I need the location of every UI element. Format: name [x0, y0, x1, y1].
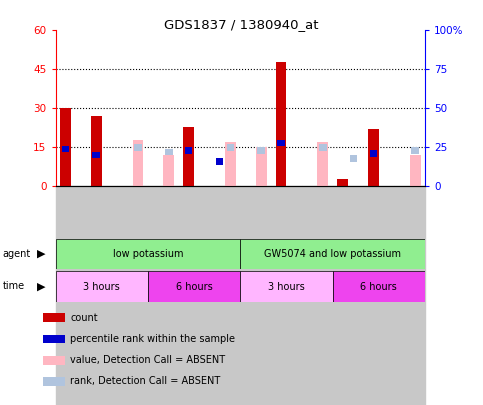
Bar — [364, 186, 394, 405]
Bar — [412, 147, 419, 154]
Bar — [165, 149, 172, 156]
Text: agent: agent — [2, 249, 30, 259]
Bar — [92, 152, 100, 158]
Text: rank, Detection Call = ABSENT: rank, Detection Call = ABSENT — [70, 376, 220, 386]
Text: GW5074 and low potassium: GW5074 and low potassium — [264, 249, 401, 259]
Bar — [185, 147, 192, 154]
Bar — [337, 179, 348, 186]
Bar — [333, 186, 364, 405]
Text: percentile rank within the sample: percentile rank within the sample — [70, 334, 235, 344]
Bar — [277, 139, 284, 146]
Bar — [333, 271, 425, 302]
Text: 3 hours: 3 hours — [268, 281, 305, 292]
Text: 6 hours: 6 hours — [360, 281, 397, 292]
Bar — [302, 186, 333, 405]
Bar — [133, 139, 143, 186]
Bar — [257, 147, 265, 154]
Bar — [241, 239, 425, 269]
Bar — [56, 239, 241, 269]
Text: value, Detection Call = ABSENT: value, Detection Call = ABSENT — [70, 355, 225, 365]
Bar — [134, 144, 142, 151]
Text: 3 hours: 3 hours — [84, 281, 120, 292]
Bar — [225, 142, 236, 186]
Bar — [275, 62, 286, 186]
Bar — [210, 186, 240, 405]
Bar — [394, 186, 425, 405]
Text: low potassium: low potassium — [113, 249, 183, 259]
Bar — [215, 158, 223, 165]
Bar — [56, 186, 86, 405]
Bar — [319, 144, 327, 151]
Text: 6 hours: 6 hours — [176, 281, 213, 292]
Bar — [62, 146, 69, 152]
Bar — [240, 186, 271, 405]
Bar — [148, 271, 241, 302]
Bar — [148, 186, 179, 405]
Bar — [368, 129, 379, 186]
Bar — [256, 147, 267, 186]
Bar — [317, 142, 328, 186]
Text: time: time — [2, 281, 25, 291]
Bar — [241, 271, 333, 302]
Bar — [60, 108, 71, 186]
Bar — [179, 186, 210, 405]
Text: count: count — [70, 313, 98, 323]
Bar — [56, 271, 148, 302]
Bar — [91, 116, 101, 186]
Bar — [350, 155, 357, 162]
Bar — [163, 155, 174, 186]
Text: GDS1837 / 1380940_at: GDS1837 / 1380940_at — [164, 18, 319, 31]
Text: ▶: ▶ — [37, 281, 45, 291]
Bar — [369, 150, 377, 157]
Bar — [271, 186, 302, 405]
Bar — [410, 155, 421, 186]
Bar — [183, 126, 194, 186]
Bar — [227, 144, 234, 151]
Text: ▶: ▶ — [37, 249, 45, 259]
Bar — [86, 186, 117, 405]
Bar — [117, 186, 148, 405]
